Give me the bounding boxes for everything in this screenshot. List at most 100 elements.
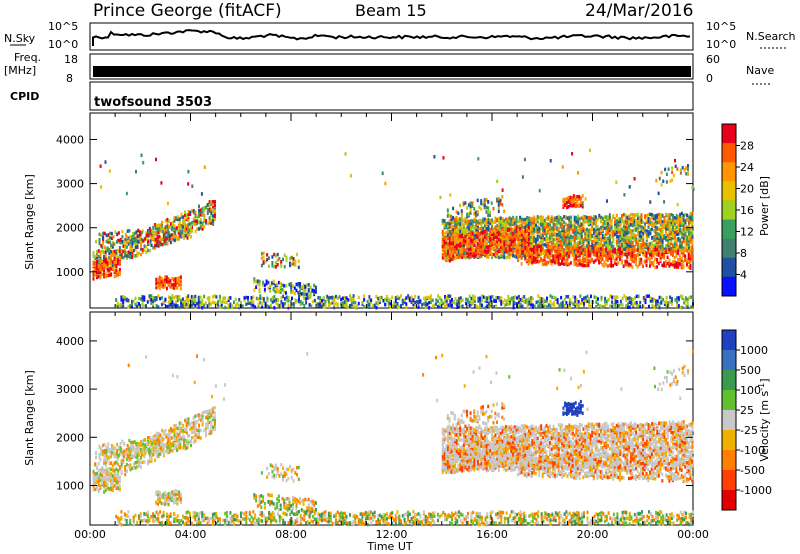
range-gate-cell: [343, 295, 346, 300]
range-gate-cell: [527, 262, 530, 266]
range-gate-cell: [598, 234, 601, 239]
range-gate-cell: [176, 278, 179, 283]
range-gate-cell: [487, 220, 490, 225]
range-gate-cell: [151, 230, 154, 234]
range-gate-cell: [673, 233, 676, 237]
range-gate-cell: [563, 251, 566, 255]
range-gate-cell: [506, 238, 509, 242]
range-gate-cell: [594, 246, 597, 250]
range-gate-cell: [679, 248, 682, 252]
range-gate-cell: [212, 202, 215, 206]
range-gate-cell: [342, 303, 344, 307]
range-gate-cell: [476, 250, 479, 254]
range-gate-cell: [120, 302, 123, 306]
range-gate-cell: [307, 293, 310, 297]
range-gate-cell: [571, 200, 574, 204]
range-gate-cell: [469, 247, 472, 252]
range-gate-cell: [614, 299, 617, 303]
range-gate-cell: [638, 245, 641, 250]
nsky-tick-low: 10^0: [48, 38, 78, 51]
range-gate-cell: [146, 237, 148, 241]
range-gate-cell: [311, 288, 314, 292]
range-gate-cell: [637, 232, 639, 236]
range-gate-cell: [151, 237, 154, 241]
range-gate-cell: [169, 283, 172, 287]
range-gate-cell: [594, 243, 597, 247]
range-gate-cell: [599, 252, 602, 256]
range-gate-cell: [687, 259, 690, 264]
range-gate-cell: [122, 294, 125, 299]
range-gate-cell: [455, 246, 458, 251]
range-gate-cell: [654, 242, 657, 246]
range-gate-cell: [446, 214, 449, 218]
range-gate-cell: [167, 231, 170, 235]
range-gate-cell: [683, 300, 686, 305]
range-gate-cell: [315, 302, 318, 306]
range-gate-cell: [503, 240, 506, 244]
range-gate-cell: [621, 239, 624, 243]
range-gate-cell: [591, 239, 594, 244]
range-gate-cell: [512, 246, 515, 251]
range-gate-cell: [324, 299, 327, 304]
range-gate-cell: [582, 218, 585, 222]
range-gate-cell: [105, 233, 108, 238]
range-gate-cell: [445, 299, 448, 303]
range-gate-cell: [635, 300, 638, 305]
range-gate-cell: [631, 253, 634, 258]
range-gate-cell: [596, 227, 599, 231]
range-gate-cell: [635, 222, 638, 227]
range-gate-cell: [279, 281, 282, 286]
range-gate-cell: [561, 245, 564, 250]
range-gate-cell: [577, 305, 580, 309]
range-gate-cell: [480, 294, 483, 298]
range-gate-cell: [574, 295, 577, 300]
range-gate-cell: [233, 300, 235, 304]
range-gate-cell: [659, 258, 662, 262]
range-gate-cell: [601, 251, 604, 256]
range-gate-cell: [218, 296, 221, 301]
range-gate-cell: [168, 236, 171, 241]
range-gate-cell: [468, 227, 471, 231]
range-gate-cell: [508, 216, 511, 220]
range-gate-cell: [559, 256, 562, 260]
range-gate-cell: [263, 283, 266, 287]
range-gate-cell: [274, 290, 277, 294]
range-gate-cell: [548, 259, 551, 264]
range-gate-cell: [637, 250, 639, 254]
range-gate-cell: [670, 302, 673, 306]
range-gate-cell: [289, 263, 291, 268]
range-gate-cell: [563, 228, 566, 233]
range-gate-cell: [671, 249, 674, 253]
range-gate-cell: [171, 283, 174, 287]
range-gate-cell: [160, 284, 163, 288]
range-gate-cell: [471, 225, 474, 229]
range-gate-cell: [584, 236, 587, 240]
range-gate-cell: [665, 223, 668, 227]
range-gate-cell: [183, 236, 185, 240]
range-gate-cell: [634, 296, 636, 300]
range-gate-cell: [444, 297, 446, 301]
range-gate-cell: [382, 299, 385, 303]
range-gate-cell: [238, 298, 241, 302]
range-gate-cell: [691, 215, 694, 220]
range-gate-cell: [585, 249, 588, 253]
range-gate-cell: [631, 244, 634, 248]
range-gate-cell: [520, 223, 523, 228]
range-gate-cell: [677, 245, 680, 249]
range-gate-cell: [192, 210, 195, 215]
range-gate-cell: [621, 243, 624, 247]
range-gate-cell: [99, 256, 102, 261]
range-gate-cell: [498, 234, 500, 238]
range-gate-cell: [336, 296, 339, 301]
range-gate-cell: [178, 279, 181, 283]
range-gate-cell: [489, 295, 492, 300]
range-gate-cell: [473, 240, 476, 244]
range-gate-cell: [564, 236, 567, 241]
range-gate-cell: [676, 300, 679, 304]
range-gate-cell: [147, 248, 149, 253]
range-gate-cell: [658, 305, 661, 310]
range-gate-cell: [666, 221, 669, 225]
range-gate-cell: [574, 299, 577, 303]
range-gate-cell: [533, 247, 535, 251]
